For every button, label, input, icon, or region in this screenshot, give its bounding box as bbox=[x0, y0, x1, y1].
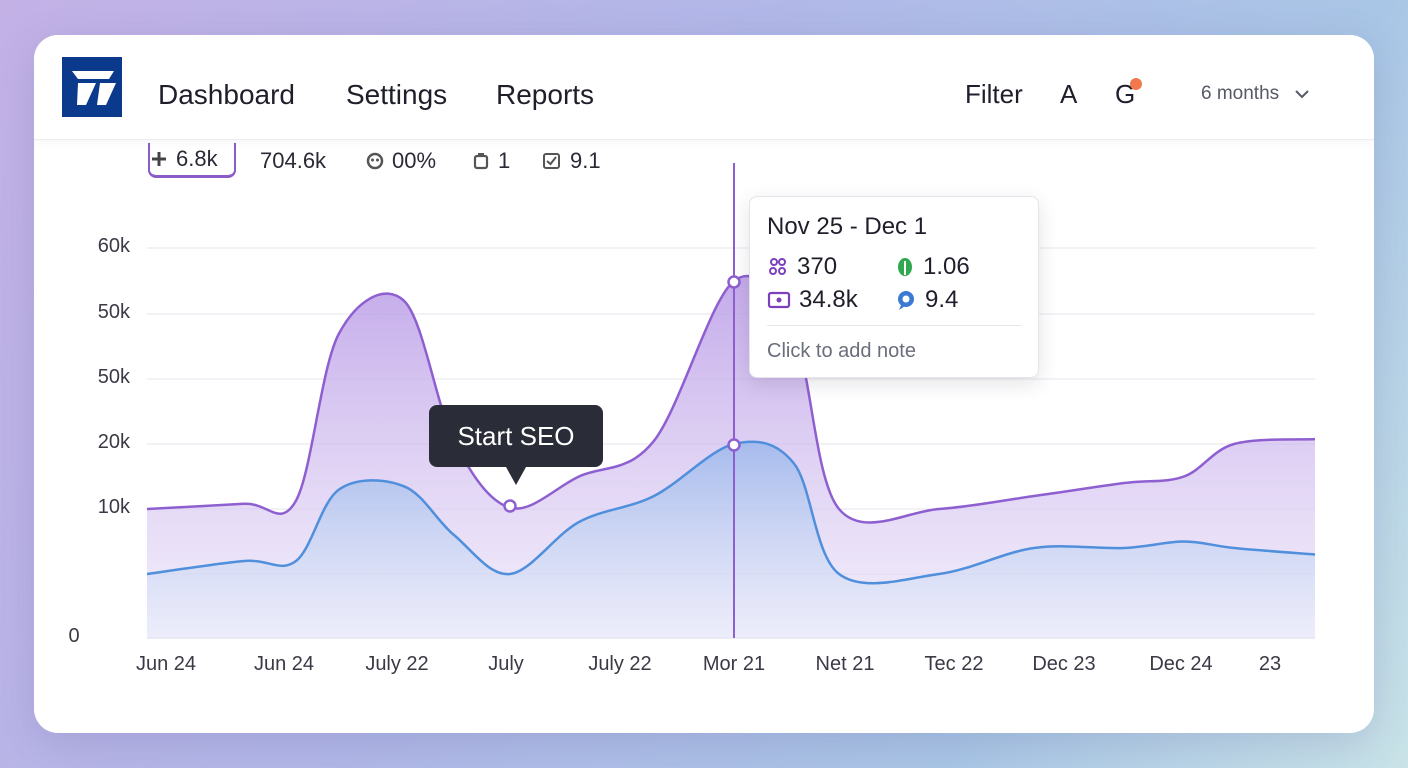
cube-icon bbox=[473, 153, 489, 170]
y-tick-label: 0 bbox=[68, 625, 80, 647]
series-primary-line bbox=[146, 274, 1316, 524]
annotation-label: Start SEO bbox=[457, 420, 575, 451]
metric-tab-ctr[interactable]: 00% bbox=[366, 143, 436, 179]
traffic-chart bbox=[146, 163, 1316, 639]
tooltip-value-views: 34.8k bbox=[767, 286, 858, 314]
chart-markers bbox=[503, 163, 741, 638]
metric-value: 6.8k bbox=[176, 146, 218, 171]
chart-tooltip: Nov 25 - Dec 1 370 1.06 34.8k bbox=[749, 196, 1039, 378]
x-tick-label: July 22 bbox=[365, 653, 429, 675]
nav-settings[interactable]: Settings bbox=[346, 79, 448, 110]
tooltip-divider bbox=[767, 325, 1021, 326]
date-range-dropdown[interactable]: 6 months bbox=[1201, 83, 1310, 105]
brand-logo bbox=[62, 57, 122, 117]
x-tick-label: Net 21 bbox=[815, 653, 875, 675]
metric-value: 704.6k bbox=[260, 148, 327, 173]
metric-value: 1 bbox=[498, 148, 511, 173]
chevron-down-icon bbox=[1295, 90, 1310, 99]
leaf-icon bbox=[898, 258, 912, 276]
metric-value: 9.1 bbox=[570, 148, 601, 173]
add-note-link[interactable]: Click to add note bbox=[767, 340, 916, 362]
date-range-label: 6 months bbox=[1201, 83, 1280, 104]
metric-tab-score[interactable]: 9.1 bbox=[542, 143, 601, 179]
tooltip-value: 34.8k bbox=[799, 286, 858, 313]
tooltip-value: 1.06 bbox=[923, 253, 970, 280]
nav-reports[interactable]: Reports bbox=[496, 79, 595, 110]
filter-button[interactable]: Filter bbox=[965, 79, 1023, 109]
hover-point-secondary[interactable] bbox=[727, 438, 741, 452]
y-tick-label: 50k bbox=[97, 366, 130, 388]
annotation-point[interactable] bbox=[503, 499, 517, 513]
x-tick-label: Tec 22 bbox=[924, 653, 984, 675]
series-secondary-line bbox=[146, 440, 1316, 585]
x-tick-label: Dec 24 bbox=[1149, 653, 1213, 675]
hover-point-primary[interactable] bbox=[727, 275, 741, 289]
x-tick-label: Dec 23 bbox=[1032, 653, 1096, 675]
metric-tab-impressions[interactable]: 704.6k bbox=[260, 143, 326, 179]
start-seo-annotation[interactable]: Start SEO bbox=[429, 405, 603, 485]
tooltip-value-growth: 1.06 bbox=[895, 253, 970, 281]
tooltip-value: 370 bbox=[797, 253, 838, 280]
x-tick-label: July bbox=[488, 653, 524, 675]
checkbox-icon bbox=[543, 153, 560, 169]
nav-dashboard[interactable]: Dashboard bbox=[158, 79, 295, 110]
x-tick-label: Mor 21 bbox=[702, 653, 766, 675]
x-tick-label: Jun 24 bbox=[135, 653, 197, 675]
tooltip-value-rank: 9.4 bbox=[895, 286, 958, 314]
x-tick-label: July 22 bbox=[588, 653, 652, 675]
chart-areas bbox=[146, 274, 1316, 638]
pin-icon bbox=[898, 291, 914, 310]
people-icon bbox=[769, 258, 786, 275]
tooltip-value: 9.4 bbox=[925, 286, 959, 313]
y-tick-label: 50k bbox=[97, 301, 130, 323]
metric-tab-clicks[interactable]: 6.8k bbox=[148, 143, 236, 178]
notification-dot bbox=[1130, 78, 1142, 90]
y-tick-label: 10k bbox=[97, 496, 130, 518]
metric-value: 00% bbox=[392, 148, 437, 173]
dashboard-card: Dashboard Settings Reports Filter A G 6 … bbox=[34, 35, 1374, 733]
plus-icon bbox=[152, 152, 166, 166]
gauge-icon bbox=[366, 152, 384, 170]
card-icon bbox=[767, 291, 791, 309]
top-navigation-bar: Dashboard Settings Reports Filter A G 6 … bbox=[34, 35, 1374, 140]
metric-tab-position[interactable]: 1 bbox=[472, 143, 510, 179]
tooltip-title: Nov 25 - Dec 1 bbox=[767, 213, 928, 240]
x-tick-label: 23 bbox=[1258, 653, 1282, 675]
y-tick-label: 60k bbox=[97, 235, 130, 257]
tooltip-value-users: 370 bbox=[767, 253, 837, 281]
a-button[interactable]: A bbox=[1060, 79, 1078, 109]
y-tick-label: 20k bbox=[97, 431, 130, 453]
x-tick-label: Jun 24 bbox=[253, 653, 315, 675]
series-secondary-area bbox=[147, 441, 1315, 638]
